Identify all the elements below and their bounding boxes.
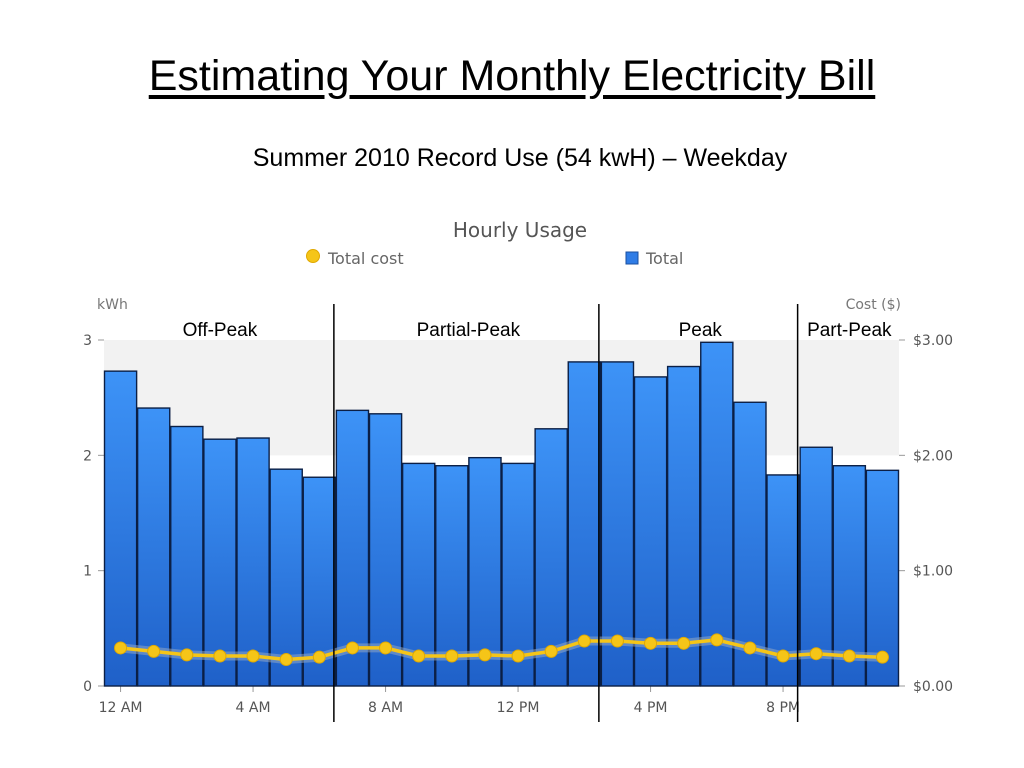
x-tick-label: 8 PM — [766, 700, 800, 716]
cost-point — [147, 644, 161, 658]
usage-bar — [534, 428, 568, 687]
usage-bar — [600, 361, 635, 687]
cost-point — [345, 641, 359, 655]
legend-total-label[interactable]: Total — [645, 249, 683, 268]
cost-point — [213, 649, 227, 663]
legend-total-cost-marker[interactable] — [306, 249, 320, 263]
legend-total-marker[interactable] — [625, 251, 639, 265]
x-tick-label: 8 AM — [368, 700, 403, 716]
cost-point — [743, 641, 757, 655]
x-tick-label: 4 AM — [236, 700, 271, 716]
y-axis-right-title: Cost ($) — [846, 297, 901, 313]
cost-point — [379, 641, 393, 655]
slide-title: Estimating Your Monthly Electricity Bill — [148, 52, 876, 100]
usage-bar — [633, 376, 668, 687]
y-right-tick-label: $2.00 — [913, 448, 953, 464]
usage-bar — [468, 456, 502, 687]
chart-title: Hourly Usage — [453, 218, 587, 242]
cost-point — [279, 652, 293, 666]
usage-bar — [567, 361, 602, 687]
usage-bar — [799, 446, 833, 687]
y-left-tick-label: 3 — [83, 333, 92, 349]
y-left-tick-label: 2 — [83, 448, 92, 464]
period-label: Partial-Peak — [417, 320, 521, 341]
cost-point — [644, 636, 658, 650]
cost-point — [610, 634, 624, 648]
plot-band — [104, 340, 899, 456]
cost-point — [511, 649, 525, 663]
x-tick-label: 4 PM — [634, 700, 668, 716]
usage-bar — [865, 469, 900, 687]
usage-bar — [700, 341, 734, 687]
usage-bar — [733, 401, 767, 687]
cost-point — [677, 636, 691, 650]
usage-bar — [203, 438, 237, 687]
usage-bar — [435, 465, 469, 687]
y-right-tick-label: $3.00 — [913, 333, 953, 349]
usage-bar — [170, 425, 204, 687]
cost-point — [412, 649, 426, 663]
y-left-tick-label: 1 — [83, 564, 92, 580]
usage-bar — [236, 437, 270, 687]
y-axis-left-title: kWh — [97, 297, 128, 313]
cost-point — [875, 650, 889, 664]
cost-point — [842, 649, 856, 663]
cost-point — [445, 649, 459, 663]
cost-point — [776, 649, 790, 663]
cost-point — [246, 649, 260, 663]
usage-bar — [368, 413, 403, 687]
cost-point — [312, 650, 326, 664]
x-tick-label: 12 PM — [497, 700, 540, 716]
cost-point — [478, 648, 492, 662]
x-tick-label: 12 AM — [99, 700, 143, 716]
cost-point — [114, 641, 128, 655]
usage-bar — [269, 468, 303, 687]
cost-point — [180, 648, 194, 662]
usage-bar — [136, 407, 171, 687]
period-label: Peak — [679, 320, 723, 341]
cost-point — [577, 634, 591, 648]
slide-subtitle: Summer 2010 Record Use (54 kwH) – Weekda… — [252, 144, 788, 172]
usage-bar — [832, 465, 867, 687]
usage-bar — [666, 365, 701, 687]
y-right-tick-label: $0.00 — [913, 679, 953, 695]
legend-total-cost-label[interactable]: Total cost — [327, 249, 404, 268]
cost-point — [544, 644, 558, 658]
period-label: Off-Peak — [183, 320, 258, 341]
period-label: Part-Peak — [807, 320, 892, 341]
cost-point — [809, 647, 823, 661]
y-left-tick-label: 0 — [83, 679, 92, 695]
y-right-tick-label: $1.00 — [913, 564, 953, 580]
usage-bar — [103, 370, 138, 687]
usage-bar — [501, 462, 535, 687]
usage-bar — [335, 409, 370, 687]
cost-point — [710, 633, 724, 647]
